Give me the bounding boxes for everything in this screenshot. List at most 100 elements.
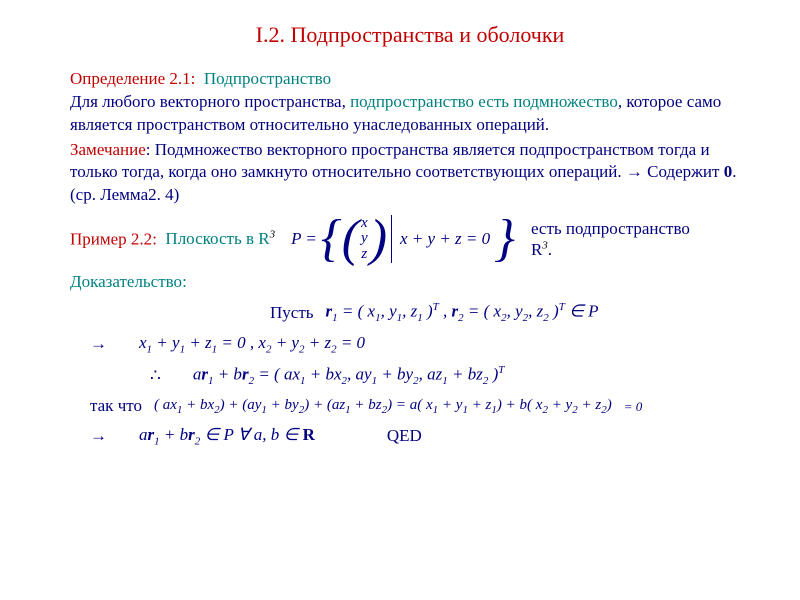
example-rhs-R: R xyxy=(531,240,542,259)
let-word: Пусть xyxy=(270,302,314,325)
so-that-label: так что xyxy=(90,395,142,418)
vec-z: z xyxy=(361,247,367,263)
eq1-x: x xyxy=(139,333,147,352)
example-rhs: есть подпространство R3. xyxy=(531,219,690,260)
conclusion: ar1 + br2 ∈ P ∀ a, b ∈ R xyxy=(139,424,315,449)
r1-b1: = ( x xyxy=(338,302,375,321)
such-that-bar xyxy=(391,215,392,263)
plusb2: + b xyxy=(160,425,188,444)
r1-b2: , y xyxy=(381,302,397,321)
eq1-y: + y xyxy=(152,333,180,352)
vec-x: x xyxy=(361,216,368,232)
sum-zero-eq: x1 + y1 + z1 = 0 , x2 + y2 + z2 = 0 xyxy=(139,332,365,357)
expansion-eq: ( ax1 + bx2) + (ay1 + by2) + (az1 + bz2)… xyxy=(154,395,612,418)
vec-y: y xyxy=(361,231,368,247)
r1-b3: , z xyxy=(402,302,417,321)
ex-by: + by xyxy=(267,397,299,413)
remark-block: Замечание: Подмножество векторного прост… xyxy=(70,139,750,208)
ex-y2l: + y xyxy=(548,397,572,413)
so-that-line: так что ( ax1 + bx2) + (ay1 + by2) + (az… xyxy=(90,395,750,418)
column-vector: x y z xyxy=(361,216,368,263)
def-label-text: Определение 2.1 xyxy=(70,69,191,88)
linear-combo: ar1 + br2 = ( ax1 + bx2, ay1 + by2, az1 … xyxy=(193,363,505,389)
let-line: Пусть r1 = ( x1, y1, z1 )T , r2 = ( x2, … xyxy=(270,300,750,326)
comb-eq: = ( ax xyxy=(254,365,300,384)
def-term-inline: подпространство есть подмножество xyxy=(350,92,618,111)
proof-label: Доказательство: xyxy=(70,272,187,291)
r1-z1: 1 xyxy=(417,312,423,324)
left-paren-icon: ( xyxy=(342,216,359,263)
ex-bx: + bx xyxy=(182,397,214,413)
ex-ay: ) + (ay xyxy=(220,397,262,413)
by: + by xyxy=(377,365,413,384)
example-rhs-line1: есть подпространство xyxy=(531,219,690,238)
remark-label: Замечание xyxy=(70,140,146,159)
r2-b3: , z xyxy=(528,302,543,321)
bz: + bz xyxy=(448,365,483,384)
az: , az xyxy=(419,365,443,384)
final-line: → ar1 + br2 ∈ P ∀ a, b ∈ R QED xyxy=(70,424,750,449)
therefore-icon: ∴ xyxy=(150,365,161,388)
set-definition: P = { ( x y z ) x + y + z = 0 } xyxy=(291,215,515,263)
zero-vector: 0 xyxy=(724,162,733,181)
ex-ax: ( ax xyxy=(154,397,177,413)
bz2: 2 xyxy=(483,375,489,387)
a2: a xyxy=(139,425,148,444)
slide-page: I.2. Подпространства и оболочки Определе… xyxy=(0,0,800,475)
example-rhs-dot: . xyxy=(548,240,552,259)
ar1: r xyxy=(201,365,208,384)
br2: r xyxy=(242,365,249,384)
ex-bz: + bz xyxy=(351,397,382,413)
eq1-z: + z xyxy=(185,333,212,352)
ex-eqb: ) + b( x xyxy=(497,397,543,413)
plane-condition: x + y + z = 0 xyxy=(400,228,490,251)
eq1-end: = 0 xyxy=(337,333,365,352)
r2-b1: = ( x xyxy=(464,302,501,321)
proof-label-text: Доказательство xyxy=(70,272,182,291)
arrow-icon-2: → xyxy=(90,425,107,448)
remark-text: : Подмножество векторного пространства я… xyxy=(70,140,724,182)
ay: , ay xyxy=(347,365,372,384)
def-line1a: Для любого векторного пространства xyxy=(70,92,342,111)
plus-b: + b xyxy=(213,365,241,384)
right-brace-icon: } xyxy=(494,216,515,263)
ex-eqa: ) = a( x xyxy=(387,397,433,413)
comma1: , xyxy=(439,302,452,321)
page-title: I.2. Подпространства и оболочки xyxy=(70,20,750,50)
bx: + bx xyxy=(306,365,342,384)
P-equals: P = xyxy=(291,228,317,251)
example-label-text: Пример 2.2 xyxy=(70,229,152,248)
ex-y1l: + y xyxy=(438,397,462,413)
example-label: Пример 2.2: xyxy=(70,229,157,248)
ex-z2l: + z xyxy=(578,397,601,413)
definition-block: Определение 2.1: Подпространство Для люб… xyxy=(70,68,750,137)
arrow-icon: → xyxy=(90,333,107,356)
therefore-line: ∴ ar1 + br2 = ( ax1 + bx2, ay1 + by2, az… xyxy=(70,363,750,389)
right-paren-icon: ) xyxy=(370,216,387,263)
example-row: Пример 2.2: Плоскость в R3 P = { ( x y z… xyxy=(70,215,750,263)
example-left: Пример 2.2: Плоскость в R3 xyxy=(70,228,275,252)
in-P: ∈ P xyxy=(565,302,599,321)
r2-z2: 2 xyxy=(543,312,549,324)
ex-end: ) xyxy=(607,397,612,413)
eq1-mid: = 0 , x xyxy=(217,333,266,352)
arrow-line-1: → x1 + y1 + z1 = 0 , x2 + y2 + z2 = 0 xyxy=(70,332,750,357)
example-term: Плоскость в R3 xyxy=(165,229,275,248)
ex-z1l: + z xyxy=(468,397,491,413)
eq1-z2l: + z xyxy=(304,333,331,352)
left-brace-icon: { xyxy=(321,216,342,263)
example-term-text: Плоскость в R xyxy=(165,229,269,248)
final-text: ∈ P ∀ a, b ∈ xyxy=(200,425,302,444)
br2f: r xyxy=(188,425,195,444)
definition-label: Определение 2.1: xyxy=(70,69,195,88)
real-set: R xyxy=(303,425,315,444)
r2-b2: , y xyxy=(507,302,523,321)
eq1-y2l: + y xyxy=(271,333,299,352)
r1-r2-def: r1 = ( x1, y1, z1 )T , r2 = ( x2, y2, z2… xyxy=(326,300,599,326)
definition-term: Подпространство xyxy=(204,69,331,88)
equals-zero: = 0 xyxy=(624,398,643,416)
qed-label: QED xyxy=(387,425,422,448)
comb-T: T xyxy=(498,364,504,376)
proof-block: Доказательство: xyxy=(70,271,750,294)
example-rhs-line2: R3. xyxy=(531,240,552,259)
